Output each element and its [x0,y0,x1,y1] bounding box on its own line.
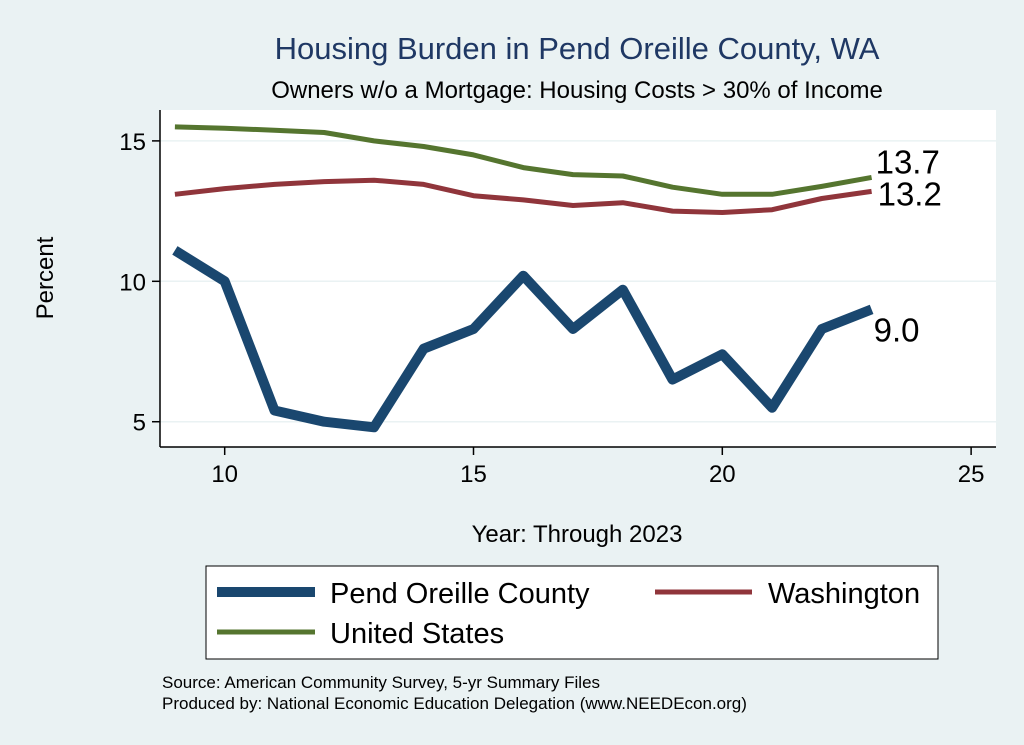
grid-lines [160,140,996,423]
x-tick-label-3: 25 [958,461,985,488]
chart-title: Housing Burden in Pend Oreille County, W… [275,31,880,66]
legend-box [205,565,939,660]
x-tick-label-0: 10 [211,461,238,488]
end-labels: 9.0 13.213.7 [874,143,942,348]
y-tick-label-0: 5 [133,410,146,437]
series-line-pend-oreille [172,246,874,433]
series-group [172,124,874,433]
producer-note: Produced by: National Economic Education… [162,694,747,713]
legend-label-pend-oreille: Pend Oreille County [330,578,590,610]
chart-subtitle: Owners w/o a Mortgage: Housing Costs > 3… [271,77,883,104]
end-label-united-states: 13.7 [876,143,940,180]
source-note: Source: American Community Survey, 5-yr … [162,673,600,692]
end-label-pend-oreille: 9.0 [874,311,920,348]
y-tick-label-1: 10 [119,269,146,296]
x-axis-title: Year: Through 2023 [472,521,683,548]
series-line-washington [174,177,872,215]
y-tick-label-2: 15 [119,129,146,156]
plot-area [160,110,996,447]
series-line-united-states [174,124,873,197]
legend-label-united-states: United States [330,618,504,650]
axes: 5 10 15 10 15 20 25 [119,110,996,488]
legend-label-washington: Washington [768,578,920,610]
legend: Pend Oreille County Washington United St… [205,565,939,660]
x-tick-label-1: 15 [460,461,487,488]
x-tick-label-2: 20 [709,461,736,488]
y-axis-title: Percent [32,236,59,319]
end-label-washington: 13.2 [878,175,942,212]
